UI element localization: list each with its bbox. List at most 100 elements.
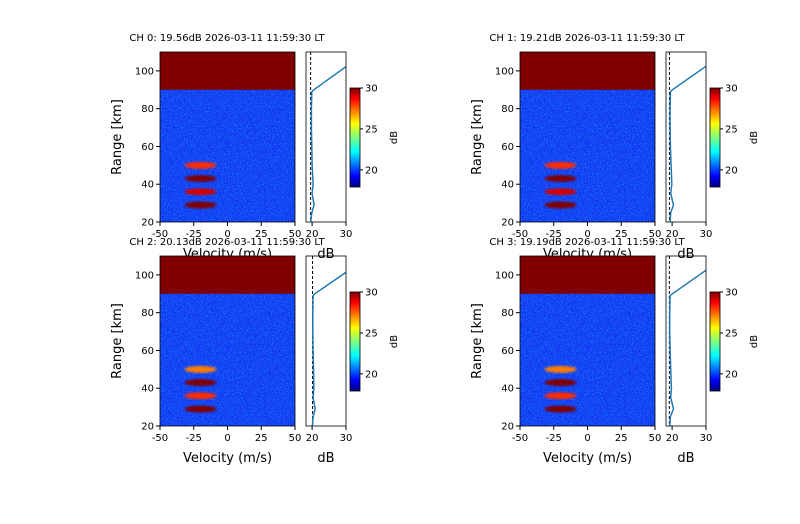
echo xyxy=(184,365,217,373)
panel: CH 0: 19.56dB 2026-03-11 11:59:30 LT -50 -… xyxy=(110,33,400,262)
y-tick-label: 60 xyxy=(141,142,154,153)
profile-x-tick-label: 30 xyxy=(340,229,353,240)
x-tick-label: 50 xyxy=(649,229,662,240)
y-tick-label: 20 xyxy=(501,422,514,433)
colorbar-tick-label: 30 xyxy=(725,84,738,95)
echo xyxy=(184,379,217,387)
x-tick-label: 50 xyxy=(649,433,662,444)
panel: CH 1: 19.21dB 2026-03-11 11:59:30 LT -50 -… xyxy=(470,33,760,262)
y-tick-label: 40 xyxy=(141,180,154,191)
profile-x-tick-label: 30 xyxy=(700,433,713,444)
profile-x-label: dB xyxy=(317,451,334,466)
x-tick-label: -50 xyxy=(152,229,168,240)
profile-frame xyxy=(305,255,347,427)
x-tick-label: 0 xyxy=(224,433,230,444)
panel-title: CH 3: 19.19dB 2026-03-11 11:59:30 LT xyxy=(489,237,685,248)
colorbar-tick-label: 20 xyxy=(365,369,378,380)
profile-line xyxy=(311,271,346,426)
x-tick-label: -25 xyxy=(546,433,562,444)
colorbar-tick-label: 30 xyxy=(725,288,738,299)
y-tick-label: 80 xyxy=(141,104,154,115)
x-tick-label: -50 xyxy=(512,229,528,240)
profile-x-tick-label: 20 xyxy=(306,433,319,444)
heatmap xyxy=(160,52,295,222)
colorbar-tick-label: 30 xyxy=(365,288,378,299)
y-tick-label: 20 xyxy=(141,422,154,433)
x-axis-label: Velocity (m/s) xyxy=(543,451,632,466)
y-axis-label: Range [km] xyxy=(470,99,485,175)
colorbar xyxy=(349,87,361,188)
saturated-region xyxy=(520,256,655,294)
profile-x-label: dB xyxy=(677,247,694,262)
profile-x-label: dB xyxy=(677,451,694,466)
y-tick-label: 20 xyxy=(141,218,154,229)
x-tick-label: 25 xyxy=(255,229,268,240)
x-tick-label: 0 xyxy=(224,229,230,240)
colorbar-label: dB xyxy=(389,131,400,144)
colorbar-label: dB xyxy=(749,335,760,348)
x-tick-label: 50 xyxy=(289,433,302,444)
y-tick-label: 100 xyxy=(135,66,154,77)
colorbar-tick-label: 25 xyxy=(725,328,738,339)
y-tick-label: 20 xyxy=(501,218,514,229)
heatmap xyxy=(520,52,655,222)
y-tick-label: 40 xyxy=(141,384,154,395)
profile xyxy=(668,52,706,222)
x-tick-label: 50 xyxy=(289,229,302,240)
echo xyxy=(184,201,217,209)
x-tick-label: 25 xyxy=(615,229,628,240)
x-tick-label: 25 xyxy=(615,433,628,444)
echo xyxy=(184,175,217,183)
profile-x-tick-label: 20 xyxy=(306,229,319,240)
y-tick-label: 100 xyxy=(135,270,154,281)
y-tick-label: 80 xyxy=(141,308,154,319)
y-tick-label: 80 xyxy=(501,104,514,115)
echo xyxy=(184,405,217,413)
echo xyxy=(544,405,577,413)
profile-line xyxy=(309,65,346,222)
profile xyxy=(668,256,706,426)
x-tick-label: -50 xyxy=(152,433,168,444)
panel: CH 3: 19.19dB 2026-03-11 11:59:30 LT -50 -… xyxy=(470,237,760,466)
y-tick-label: 40 xyxy=(501,384,514,395)
profile-line xyxy=(668,269,706,426)
y-tick-label: 100 xyxy=(495,66,514,77)
colorbar xyxy=(709,87,721,188)
y-tick-label: 60 xyxy=(501,346,514,357)
profile xyxy=(311,256,346,426)
y-axis-label: Range [km] xyxy=(470,303,485,379)
x-tick-label: 0 xyxy=(584,229,590,240)
echo xyxy=(544,175,577,183)
profile-x-tick-label: 20 xyxy=(666,433,679,444)
echo xyxy=(184,161,217,169)
x-tick-label: -50 xyxy=(512,433,528,444)
echo xyxy=(544,161,577,169)
saturated-region xyxy=(160,256,295,294)
profile-line xyxy=(669,65,706,222)
colorbar-tick-label: 25 xyxy=(725,124,738,135)
colorbar-tick-label: 20 xyxy=(365,165,378,176)
echo xyxy=(544,379,577,387)
panel-title: CH 1: 19.21dB 2026-03-11 11:59:30 LT xyxy=(489,33,685,44)
saturated-region xyxy=(160,52,295,90)
x-tick-label: -25 xyxy=(186,433,202,444)
colorbar-label: dB xyxy=(749,131,760,144)
echo xyxy=(184,188,217,196)
colorbar-tick-label: 30 xyxy=(365,84,378,95)
colorbar-label: dB xyxy=(389,335,400,348)
x-tick-label: 0 xyxy=(584,433,590,444)
colorbar xyxy=(709,291,721,392)
panel-title: CH 0: 19.56dB 2026-03-11 11:59:30 LT xyxy=(129,33,325,44)
profile-x-tick-label: 30 xyxy=(700,229,713,240)
y-axis-label: Range [km] xyxy=(110,303,125,379)
profile-frame xyxy=(665,51,707,223)
colorbar-tick-label: 20 xyxy=(725,369,738,380)
y-tick-label: 60 xyxy=(501,142,514,153)
echo xyxy=(544,365,577,373)
heatmap xyxy=(160,256,295,426)
echo xyxy=(544,201,577,209)
colorbar-tick-label: 25 xyxy=(365,124,378,135)
y-tick-label: 60 xyxy=(141,346,154,357)
panel-title: CH 2: 20.13dB 2026-03-11 11:59:30 LT xyxy=(129,237,325,248)
